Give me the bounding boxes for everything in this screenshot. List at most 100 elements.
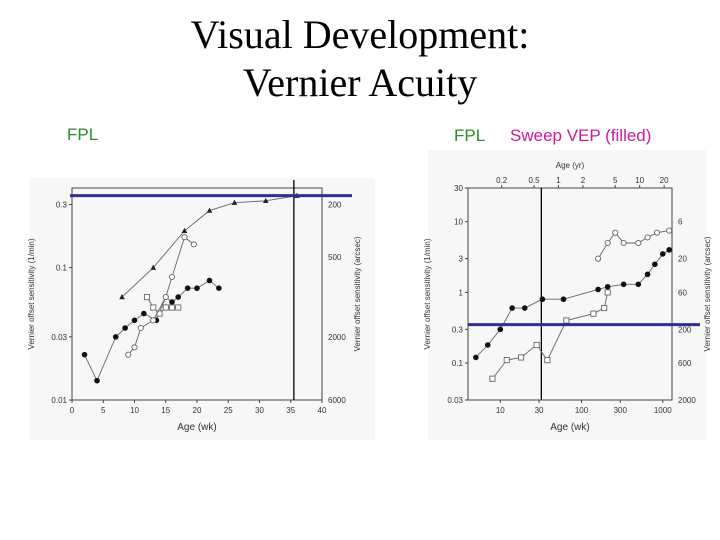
chart2-y-tick-label: 1: [459, 288, 464, 297]
chart1-series-2-point: [194, 285, 200, 291]
chart1-series-1-point: [181, 227, 188, 233]
chart2-series-2-point: [601, 305, 608, 312]
chart2-series-1-point: [484, 342, 491, 348]
chart1-series-4-line: [127, 236, 195, 355]
chart2-series-1-point: [620, 281, 627, 288]
chart2-y-tick-label: 0.3: [452, 325, 464, 334]
chart2-series-1-point: [509, 305, 515, 311]
chart2-x-top-tick-label: 1: [556, 176, 561, 185]
chart2-x-tick-label: 1000: [654, 406, 672, 415]
chart1-series-3-point: [168, 304, 176, 311]
chart2-series-1-point: [644, 271, 651, 278]
chart2-y-right-tick-label: 600: [678, 359, 692, 368]
chart2-background: [428, 150, 706, 440]
chart2-y-tick-label: 0.1: [452, 359, 464, 368]
chart2-y-right-label: Vernier offset sensitivity (arcsec): [703, 236, 712, 351]
chart1-series-4-point: [131, 344, 138, 351]
chart1-series-2-point: [112, 334, 119, 340]
chart1-series-1-point: [150, 264, 157, 270]
chart1-series-4-point: [125, 351, 132, 358]
chart2-y-label: Vernier offset sensitivity (1/min): [423, 238, 432, 349]
chart2-series-1-point: [560, 296, 567, 303]
chart1-series-3-point: [143, 293, 151, 301]
chart2-x-top-label: Age (yr): [556, 161, 585, 170]
chart1-series-3-point: [162, 304, 169, 311]
chart2-series-3-point: [620, 239, 627, 247]
chart2-y-tick-label: 0.03: [447, 396, 463, 405]
chart1-x-tick-label: 10: [130, 406, 139, 415]
chart2-x-tick-label: 300: [614, 406, 628, 415]
slide-title-line2: Vernier Acuity: [242, 60, 478, 105]
chart1-y-right-label: Vernier offset sensitivity (arcsec): [353, 236, 362, 351]
chart2-x-top-tick-label: 10: [635, 176, 644, 185]
chart1-series-1-point: [206, 207, 213, 213]
chart1-y-right-tick-label: 500: [328, 253, 342, 262]
chart1-x-tick-label: 30: [255, 406, 264, 415]
chart2-series-3-point: [612, 229, 619, 236]
chart1-series-2-point: [169, 299, 175, 305]
chart1-y-tick-label: 0.3: [56, 201, 68, 210]
chart2-series-2-point: [503, 357, 510, 364]
chart2-series-1-point: [595, 286, 601, 293]
chart1-series-2-point: [206, 277, 213, 284]
chart1-series-4-point: [162, 293, 169, 301]
chart2-series-3-point: [635, 239, 642, 247]
chart1-series-2-point: [141, 310, 147, 317]
chart2-series-1-point: [635, 281, 642, 288]
chart2-series-2-point: [544, 357, 551, 364]
chart2-series-1-point: [473, 354, 479, 361]
chart2-series-1-point: [497, 326, 504, 333]
chart2-x-top-tick-label: 5: [613, 176, 618, 185]
chart2-x-top-tick-label: 2: [581, 176, 586, 185]
chart1-x-tick-label: 0: [70, 406, 75, 415]
chart1-series-2-point: [122, 325, 128, 331]
chart1-x-tick-label: 40: [318, 406, 327, 415]
chart1-x-label: Age (wk): [177, 422, 216, 433]
chart2-series-2-point: [563, 317, 570, 324]
right-vep-label: Sweep VEP (filled): [510, 126, 652, 145]
left-fpl-label: FPL: [67, 125, 99, 144]
chart1-y-tick-label: 0.1: [56, 264, 68, 273]
chart2-y-tick-label: 3: [459, 255, 464, 264]
chart2-series-1-point: [604, 283, 611, 290]
chart1-x-tick-label: 5: [101, 406, 106, 415]
chart2-y-tick-label: 30: [454, 184, 463, 193]
chart1-x-tick-label: 25: [224, 406, 233, 415]
chart1-series-4-point: [150, 317, 157, 324]
chart2-y-right-tick-label: 200: [678, 325, 692, 334]
chart2-x-label: Age (wk): [550, 422, 589, 433]
chart1-y-right-tick-label: 200: [328, 201, 342, 210]
chart2-y-right-tick-label: 6: [678, 218, 683, 227]
chart1-series-2-point: [184, 285, 191, 291]
chart1-series-1-point: [119, 294, 125, 300]
chart2-series-3-point: [595, 255, 602, 262]
chart2-y-right-tick-label: 2000: [678, 396, 696, 405]
chart1-series-2-point: [81, 351, 88, 358]
chart1-series-4-point: [168, 273, 176, 281]
chart1-y-label: Vernier offset sensitivity (1/min): [27, 238, 36, 349]
chart2-series-1-point: [652, 261, 658, 268]
chart2-series-3-point: [644, 234, 651, 241]
chart2-series-3-point: [666, 227, 673, 234]
chart2-series-1-point: [666, 247, 672, 253]
chart2-x-top-tick-label: 20: [660, 176, 669, 185]
chart2-y-tick-label: 10: [454, 218, 463, 227]
chart1-background: [30, 178, 375, 440]
chart2-series-2-point: [517, 354, 525, 361]
chart2-series-1-point: [539, 296, 546, 303]
right-fpl-label: FPL: [454, 126, 486, 145]
chart2-x-top-tick-label: 0.2: [496, 176, 508, 185]
chart1-series-4-point: [181, 234, 188, 241]
chart1-series-2-point: [175, 294, 182, 300]
chart1-series-2-point: [216, 285, 222, 291]
chart2-series-3-point: [604, 239, 611, 247]
chart2-series-3-point: [653, 229, 661, 236]
chart1-series-1-point: [262, 197, 269, 204]
chart1-series-4-point: [137, 324, 144, 332]
chart2-y-right-tick-label: 20: [678, 255, 687, 264]
chart1-series-2-point: [131, 317, 138, 324]
chart1-series-3-point: [175, 304, 182, 311]
chart2-x-tick-label: 100: [575, 406, 589, 415]
chart1-x-tick-label: 35: [286, 406, 295, 415]
chart2-x-tick-label: 10: [496, 406, 505, 415]
